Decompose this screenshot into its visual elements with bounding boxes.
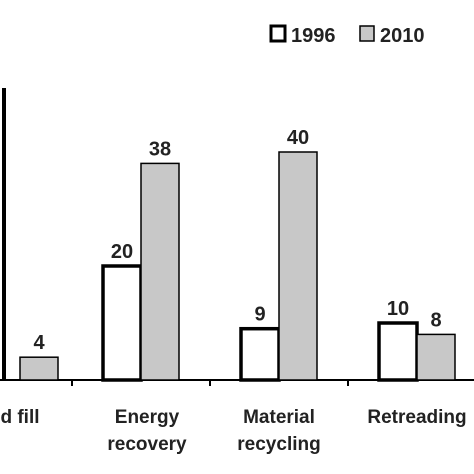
data-label-1996-2: 9 (254, 304, 265, 326)
category-label-3-line-0: Retreading (367, 407, 466, 428)
legend-swatch-1996 (269, 24, 287, 43)
category-label-1-line-0: Energy (115, 407, 180, 428)
category-labels-group: d fill Energy recovery Material recycling Ret… (0, 407, 466, 455)
bar-2010-3 (416, 333, 456, 381)
bar-1996-2 (239, 326, 281, 382)
data-label-1996-1: 20 (111, 241, 133, 263)
category-label-2-line-1: recycling (237, 434, 320, 455)
bar-2010-1 (140, 162, 180, 381)
category-label-0-line-0: d fill (0, 407, 39, 428)
category-label-1-line-1: recovery (107, 434, 187, 455)
data-label-1996-3: 10 (387, 298, 409, 320)
legend-swatch-2010 (359, 25, 375, 42)
bar-1996-1 (101, 264, 143, 382)
data-label-2010-0: 4 (33, 332, 45, 354)
category-label-2-line-0: Material (243, 407, 315, 428)
data-label-2010-2: 40 (287, 127, 309, 149)
x-axis-ticks (71, 380, 349, 386)
bars-group (19, 151, 456, 382)
data-label-2010-3: 8 (430, 309, 441, 331)
data-labels-group: 20 9 10 4 38 40 8 (33, 127, 441, 354)
legend: 1996 2010 (269, 24, 425, 47)
data-label-2010-1: 38 (149, 138, 171, 160)
legend-label-1996: 1996 (291, 25, 336, 47)
bar-1996-3 (377, 321, 419, 382)
legend-label-2010: 2010 (380, 25, 425, 47)
bar-2010-2 (278, 151, 318, 381)
bar-2010-0 (19, 356, 59, 381)
